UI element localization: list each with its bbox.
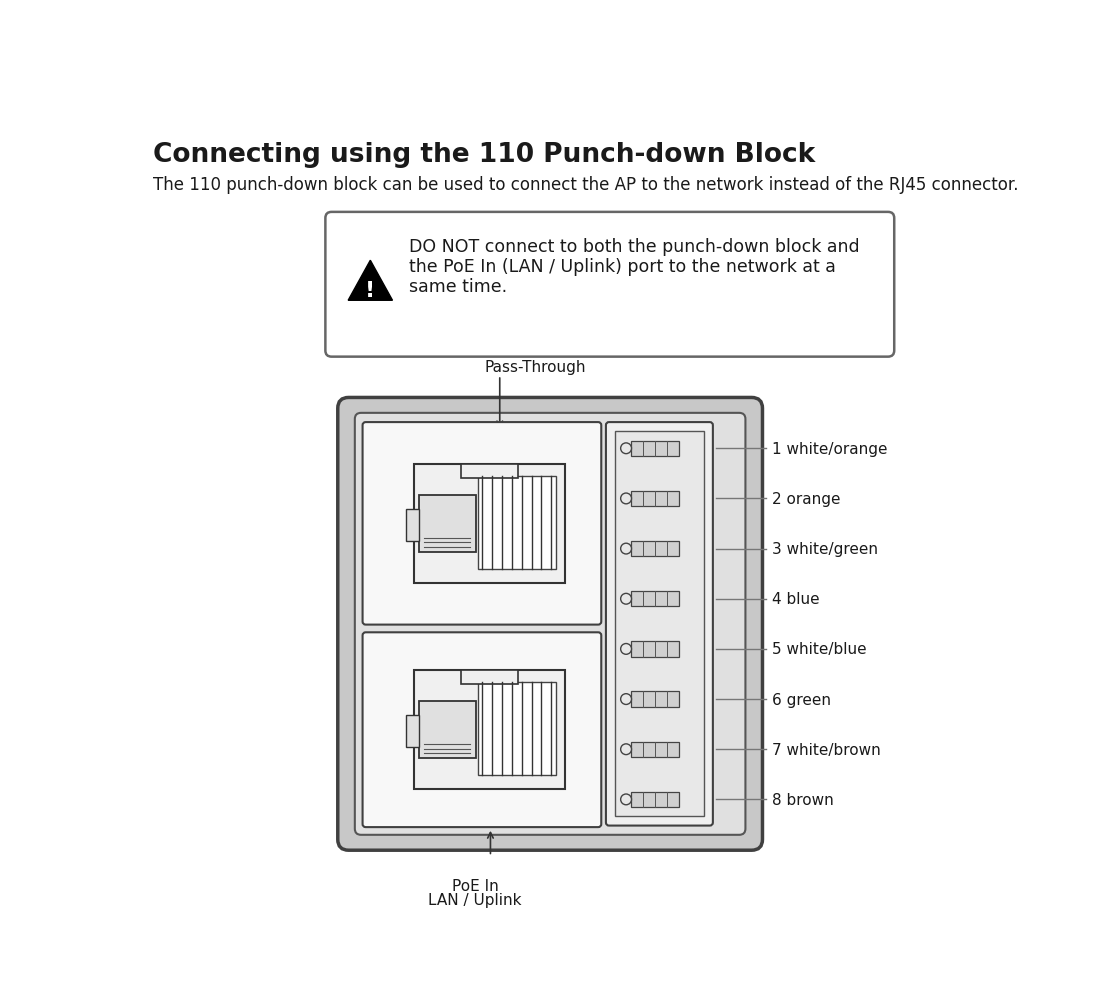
Circle shape xyxy=(621,493,631,505)
Bar xyxy=(418,495,476,553)
Bar xyxy=(631,592,679,607)
Circle shape xyxy=(621,443,631,454)
Bar xyxy=(418,701,476,758)
Bar xyxy=(477,476,556,569)
FancyBboxPatch shape xyxy=(326,213,894,357)
Text: PoE In: PoE In xyxy=(452,878,498,893)
Text: !: ! xyxy=(366,281,376,301)
Bar xyxy=(414,464,565,584)
Circle shape xyxy=(621,794,631,805)
Text: 4 blue: 4 blue xyxy=(772,592,820,607)
Text: DO NOT connect to both the punch-down block and: DO NOT connect to both the punch-down bl… xyxy=(409,238,860,256)
Text: The 110 punch-down block can be used to connect the AP to the network instead of: The 110 punch-down block can be used to … xyxy=(154,176,1019,194)
Text: 7 white/brown: 7 white/brown xyxy=(772,742,881,757)
Text: 1 white/orange: 1 white/orange xyxy=(772,441,888,456)
Text: 8 brown: 8 brown xyxy=(772,792,834,807)
FancyBboxPatch shape xyxy=(605,422,712,825)
Text: 5 white/blue: 5 white/blue xyxy=(772,642,866,657)
Text: LAN / Uplink: LAN / Uplink xyxy=(428,892,522,907)
Text: 2 orange: 2 orange xyxy=(772,491,841,507)
Bar xyxy=(631,542,679,557)
Text: the PoE In (LAN / Uplink) port to the network at a: the PoE In (LAN / Uplink) port to the ne… xyxy=(409,258,836,275)
FancyBboxPatch shape xyxy=(615,432,704,816)
Bar xyxy=(631,491,679,507)
Circle shape xyxy=(621,694,631,705)
FancyBboxPatch shape xyxy=(362,633,601,827)
FancyBboxPatch shape xyxy=(355,413,746,834)
Bar xyxy=(631,792,679,807)
Bar xyxy=(631,742,679,757)
Text: same time.: same time. xyxy=(409,277,507,295)
Circle shape xyxy=(621,594,631,605)
Bar xyxy=(460,464,518,478)
Text: 3 white/green: 3 white/green xyxy=(772,542,878,557)
Circle shape xyxy=(621,744,631,755)
Bar xyxy=(414,670,565,789)
Text: Pass-Through: Pass-Through xyxy=(484,359,585,374)
FancyBboxPatch shape xyxy=(338,398,763,851)
Bar xyxy=(460,670,518,685)
Bar xyxy=(406,510,418,541)
Bar xyxy=(406,716,418,747)
Polygon shape xyxy=(348,261,392,301)
Circle shape xyxy=(621,544,631,555)
Text: 6 green: 6 green xyxy=(772,692,831,707)
Bar xyxy=(631,441,679,456)
Bar xyxy=(477,682,556,775)
Text: Connecting using the 110 Punch-down Block: Connecting using the 110 Punch-down Bloc… xyxy=(154,141,815,168)
Circle shape xyxy=(621,644,631,655)
Bar xyxy=(631,642,679,657)
Bar xyxy=(631,692,679,707)
FancyBboxPatch shape xyxy=(362,422,601,625)
